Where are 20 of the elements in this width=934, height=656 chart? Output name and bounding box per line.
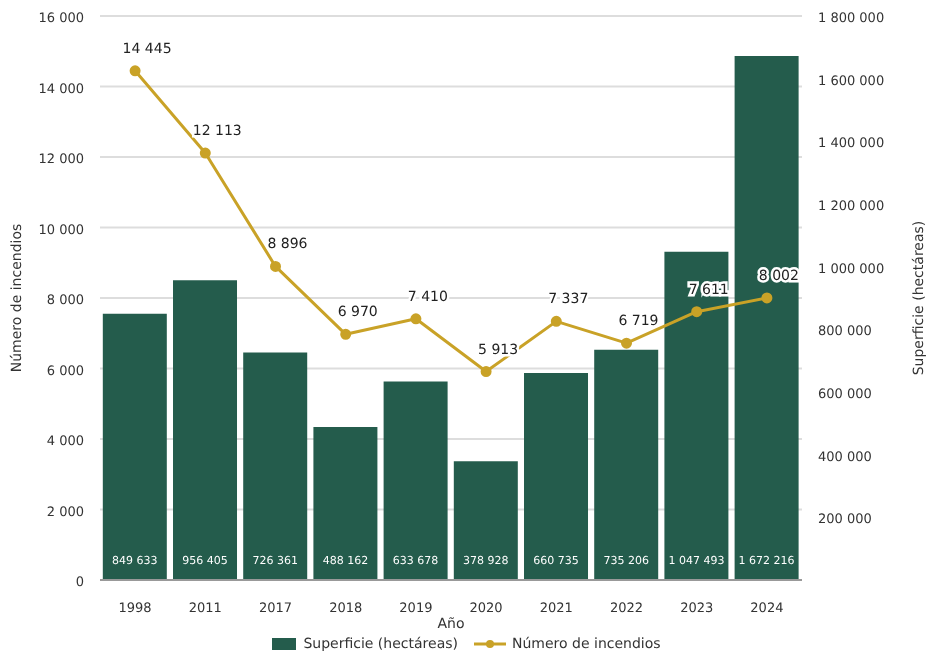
bar <box>453 461 518 580</box>
bar <box>313 427 378 580</box>
bar <box>524 372 589 580</box>
point <box>270 260 281 272</box>
point <box>129 65 141 77</box>
point <box>410 313 422 325</box>
bar <box>173 280 238 580</box>
point <box>621 337 632 349</box>
point <box>761 292 773 304</box>
bar <box>664 251 729 580</box>
bar <box>383 381 448 580</box>
bar <box>594 349 659 580</box>
point <box>340 328 352 340</box>
bar <box>734 56 799 580</box>
bar <box>102 313 167 580</box>
bar <box>243 352 308 580</box>
point <box>691 306 703 318</box>
point <box>550 315 562 327</box>
point <box>480 366 492 378</box>
point <box>199 147 211 159</box>
